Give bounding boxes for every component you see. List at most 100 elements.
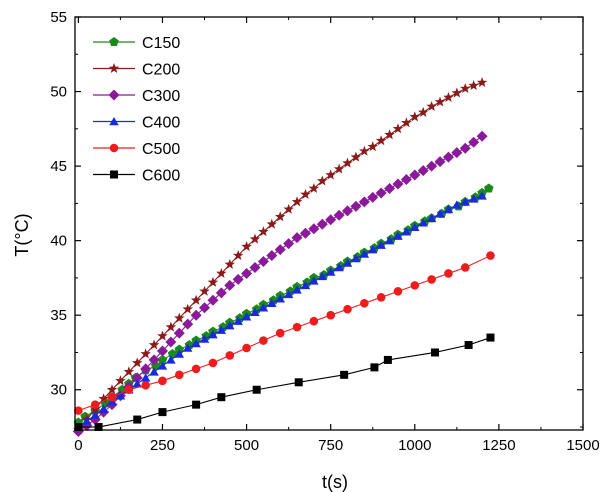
data-point <box>393 231 403 240</box>
data-point <box>217 393 226 402</box>
data-point <box>166 355 176 364</box>
data-point <box>167 348 178 359</box>
series-line <box>78 337 491 428</box>
data-point <box>274 244 286 256</box>
data-point <box>207 294 219 306</box>
data-point <box>233 316 243 325</box>
data-point <box>434 156 446 168</box>
data-point <box>90 410 100 419</box>
data-point <box>249 233 261 244</box>
data-point <box>157 330 168 341</box>
data-point <box>182 303 193 314</box>
data-point <box>224 321 235 330</box>
data-point <box>468 136 480 148</box>
data-point <box>409 169 421 181</box>
data-point <box>444 269 453 278</box>
x-tick-label: 250 <box>150 437 175 454</box>
data-point <box>294 378 303 387</box>
data-point <box>74 406 83 415</box>
data-point <box>333 209 345 221</box>
data-point <box>459 142 471 154</box>
data-point <box>148 354 160 366</box>
plot-frame <box>74 16 584 431</box>
data-point <box>410 222 420 231</box>
legend-item-c300: C300 <box>93 88 180 105</box>
data-point <box>266 218 278 229</box>
data-point <box>468 80 479 91</box>
data-point <box>400 174 412 186</box>
series-c500 <box>74 251 495 415</box>
data-point <box>443 204 454 214</box>
data-point <box>326 310 335 320</box>
legend-marker <box>108 63 120 73</box>
legend-label: C500 <box>142 141 180 158</box>
data-point <box>292 322 302 332</box>
y-tick-label: 40 <box>50 233 67 250</box>
data-point <box>174 370 184 380</box>
data-point <box>342 258 353 267</box>
data-point <box>292 285 302 294</box>
series-c300 <box>72 130 488 437</box>
data-point <box>291 196 303 207</box>
data-point <box>241 241 252 252</box>
data-point <box>340 370 349 379</box>
data-point <box>342 157 353 168</box>
data-point <box>426 100 437 111</box>
data-point <box>343 304 352 314</box>
data-point <box>417 106 429 117</box>
legend-marker <box>110 170 118 179</box>
data-point <box>252 385 261 394</box>
data-point <box>476 77 488 88</box>
data-point <box>157 354 168 364</box>
data-point <box>409 111 421 122</box>
data-point <box>259 336 268 345</box>
data-point <box>367 141 378 152</box>
data-point <box>258 226 269 237</box>
legend-label: C300 <box>142 88 180 105</box>
data-point <box>443 92 454 102</box>
data-point <box>224 279 236 291</box>
data-point <box>316 218 328 230</box>
legend-item-c200: C200 <box>93 62 180 79</box>
data-point <box>376 293 386 302</box>
data-point <box>309 276 319 285</box>
legend-label: C400 <box>142 115 180 132</box>
data-point <box>375 135 387 146</box>
data-point <box>430 348 439 357</box>
data-point <box>325 169 336 180</box>
legend-marker <box>109 143 119 153</box>
x-tick-label: 1000 <box>398 437 431 454</box>
data-point <box>384 129 395 140</box>
data-point <box>375 187 387 199</box>
data-point <box>484 183 494 193</box>
data-point <box>460 197 471 206</box>
data-point <box>468 194 479 203</box>
data-point <box>317 271 328 281</box>
data-point <box>132 357 143 368</box>
series-c400 <box>73 191 487 431</box>
data-point <box>308 223 320 235</box>
data-point <box>106 384 118 395</box>
axes: 0 250 500 750 1000 1250 1500 30 35 40 45 50 55 <box>50 9 599 454</box>
data-point <box>476 130 488 142</box>
data-point <box>325 267 336 276</box>
data-point <box>275 328 285 338</box>
data-point <box>460 263 470 272</box>
data-point <box>133 415 142 424</box>
data-point <box>216 325 227 334</box>
data-point <box>291 232 303 244</box>
data-point <box>207 276 219 287</box>
data-point <box>417 165 429 177</box>
data-point <box>392 123 404 134</box>
legend-label: C150 <box>142 35 180 52</box>
data-point <box>452 200 462 209</box>
data-point <box>376 240 386 249</box>
legend-marker <box>108 89 120 101</box>
data-point <box>192 400 201 409</box>
data-point <box>249 261 261 273</box>
legend-item-c150: C150 <box>93 35 180 52</box>
data-point <box>165 321 177 332</box>
data-point <box>131 372 143 384</box>
data-point <box>215 287 227 299</box>
